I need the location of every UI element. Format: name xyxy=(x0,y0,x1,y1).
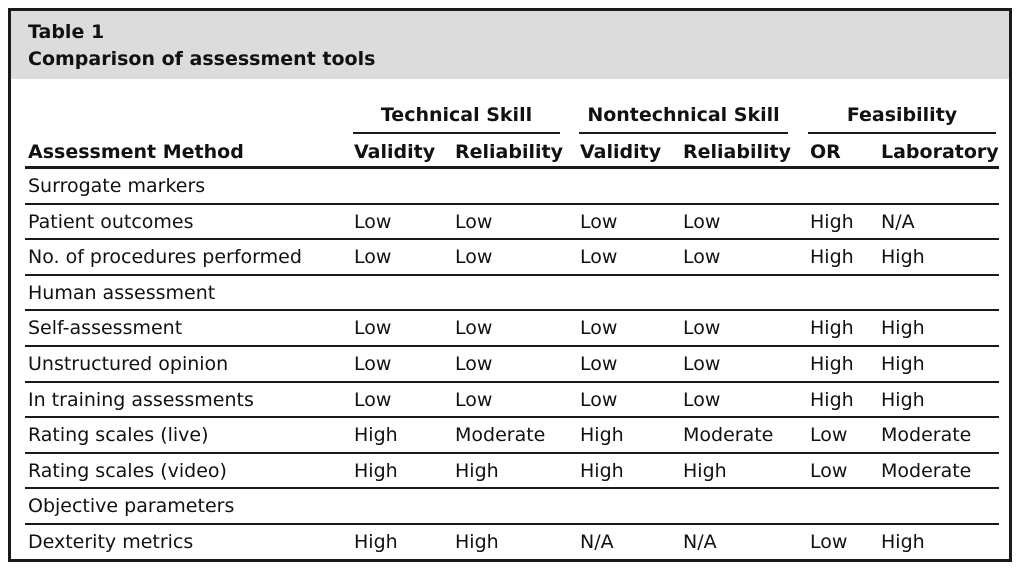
cell-technical-validity: High xyxy=(354,531,398,553)
cell-technical-reliability: Low xyxy=(455,210,493,233)
cell-feasibility-laboratory: Moderate xyxy=(881,459,972,482)
cell-feasibility-laboratory: High xyxy=(881,246,925,269)
cell-nontechnical-reliability: Low xyxy=(683,246,721,269)
table-title: Comparison of assessment tools xyxy=(28,48,376,70)
cell-nontechnical-validity: Low xyxy=(580,210,618,233)
group-header-technical-skill: Technical Skill xyxy=(353,102,560,134)
cell-method: Dexterity metrics xyxy=(28,531,194,553)
cell-nontechnical-validity: Low xyxy=(580,388,618,411)
section-label: Human assessment xyxy=(28,281,216,304)
cell-technical-validity: High xyxy=(354,424,398,447)
column-header-nontechnical-validity: Validity xyxy=(580,141,662,163)
row-divider xyxy=(25,416,999,419)
row-divider xyxy=(25,238,999,241)
cell-nontechnical-reliability: N/A xyxy=(683,531,717,553)
cell-feasibility-or: Low xyxy=(810,424,848,447)
column-header-technical-validity: Validity xyxy=(354,141,436,163)
column-header-feasibility-or: OR xyxy=(810,141,841,163)
table-caption: Table 1 Comparison of assessment tools xyxy=(11,11,1009,79)
cell-feasibility-laboratory: High xyxy=(881,353,925,375)
cell-technical-reliability: Low xyxy=(455,317,493,340)
cell-method: Rating scales (live) xyxy=(28,424,209,447)
column-header-nontechnical-reliability: Reliability xyxy=(683,141,791,163)
table-label: Table 1 xyxy=(28,21,105,43)
cell-technical-reliability: Moderate xyxy=(455,424,546,447)
section-label: Objective parameters xyxy=(28,495,235,518)
cell-method: Self-assessment xyxy=(28,317,183,340)
cell-feasibility-or: High xyxy=(810,210,854,233)
cell-technical-validity: Low xyxy=(354,210,392,233)
cell-technical-validity: Low xyxy=(354,317,392,340)
cell-nontechnical-reliability: Low xyxy=(683,388,721,411)
cell-nontechnical-reliability: Moderate xyxy=(683,424,774,447)
column-header-feasibility-laboratory: Laboratory xyxy=(881,141,999,163)
group-header-nontechnical-skill: Nontechnical Skill xyxy=(579,102,788,134)
cell-nontechnical-reliability: Low xyxy=(683,317,721,340)
row-divider xyxy=(25,273,999,276)
row-divider xyxy=(25,523,999,525)
cell-feasibility-laboratory: High xyxy=(881,317,925,340)
cell-technical-validity: Low xyxy=(354,353,392,375)
cell-feasibility-or: High xyxy=(810,388,854,411)
header-rule xyxy=(25,166,999,169)
cell-technical-validity: High xyxy=(354,459,398,482)
cell-nontechnical-reliability: High xyxy=(683,459,727,482)
cell-technical-reliability: Low xyxy=(455,246,493,269)
row-divider xyxy=(25,451,999,454)
cell-method: Unstructured opinion xyxy=(28,353,229,375)
cell-technical-reliability: High xyxy=(455,531,499,553)
cell-nontechnical-validity: Low xyxy=(580,246,618,269)
row-divider xyxy=(25,345,999,347)
column-header-assessment-method: Assessment Method xyxy=(28,141,244,163)
cell-nontechnical-validity: Low xyxy=(580,317,618,340)
cell-technical-reliability: Low xyxy=(455,388,493,411)
cell-technical-reliability: Low xyxy=(455,353,493,375)
table-frame: Table 1 Comparison of assessment tools T… xyxy=(8,8,1012,562)
row-divider xyxy=(25,380,999,383)
cell-method: Patient outcomes xyxy=(28,210,194,233)
cell-technical-validity: Low xyxy=(354,246,392,269)
cell-method: Rating scales (video) xyxy=(28,459,227,482)
cell-method: In training assessments xyxy=(28,388,254,411)
cell-feasibility-laboratory: N/A xyxy=(881,210,915,233)
cell-nontechnical-validity: High xyxy=(580,459,624,482)
cell-nontechnical-validity: N/A xyxy=(580,531,614,553)
cell-feasibility-or: High xyxy=(810,246,854,269)
cell-feasibility-or: Low xyxy=(810,459,848,482)
cell-technical-validity: Low xyxy=(354,388,392,411)
row-divider xyxy=(25,309,999,312)
cell-method: No. of procedures performed xyxy=(28,246,302,269)
cell-feasibility-or: Low xyxy=(810,531,848,553)
cell-feasibility-or: High xyxy=(810,317,854,340)
cell-nontechnical-validity: Low xyxy=(580,353,618,375)
cell-feasibility-laboratory: Moderate xyxy=(881,424,972,447)
cell-feasibility-or: High xyxy=(810,353,854,375)
group-header-feasibility: Feasibility xyxy=(808,102,996,134)
cell-nontechnical-reliability: Low xyxy=(683,210,721,233)
row-divider xyxy=(25,487,999,490)
cell-technical-reliability: High xyxy=(455,459,499,482)
cell-nontechnical-reliability: Low xyxy=(683,353,721,375)
cell-nontechnical-validity: High xyxy=(580,424,624,447)
cell-feasibility-laboratory: High xyxy=(881,531,925,553)
cell-feasibility-laboratory: High xyxy=(881,388,925,411)
section-label: Surrogate markers xyxy=(28,175,206,197)
row-divider xyxy=(25,202,999,205)
column-header-technical-reliability: Reliability xyxy=(455,141,563,163)
